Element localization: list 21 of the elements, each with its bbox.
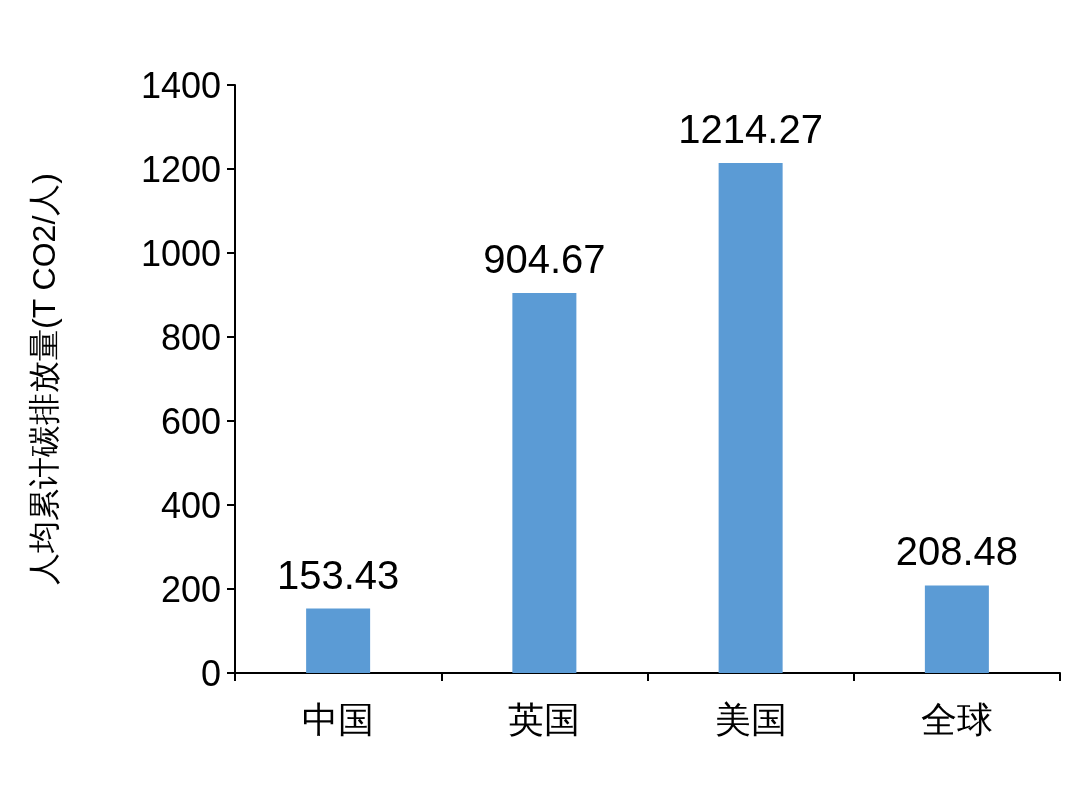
y-axis-title: 人均累计碳排放量(T CO2/人)	[26, 173, 62, 585]
y-tick-label: 400	[160, 484, 221, 526]
y-tick-label: 600	[160, 400, 221, 442]
bar	[512, 293, 577, 673]
bar	[924, 585, 989, 673]
y-tick-label: 1400	[140, 64, 221, 106]
x-tick-label: 中国	[302, 698, 375, 740]
x-tick-label: 全球	[920, 698, 993, 740]
data-label: 153.43	[276, 552, 400, 597]
data-label: 1214.27	[678, 107, 823, 152]
y-tick-label: 1000	[140, 232, 221, 274]
data-label: 208.48	[895, 529, 1019, 574]
y-tick-label: 0	[200, 652, 221, 694]
x-tick-label: 美国	[714, 698, 787, 740]
x-tick-label: 英国	[508, 698, 581, 740]
y-tick-label: 800	[160, 316, 221, 358]
bar	[306, 608, 371, 673]
bar	[718, 163, 783, 673]
data-label: 904.67	[483, 237, 606, 282]
y-tick-label: 1200	[140, 148, 221, 190]
y-tick-label: 200	[160, 568, 221, 610]
